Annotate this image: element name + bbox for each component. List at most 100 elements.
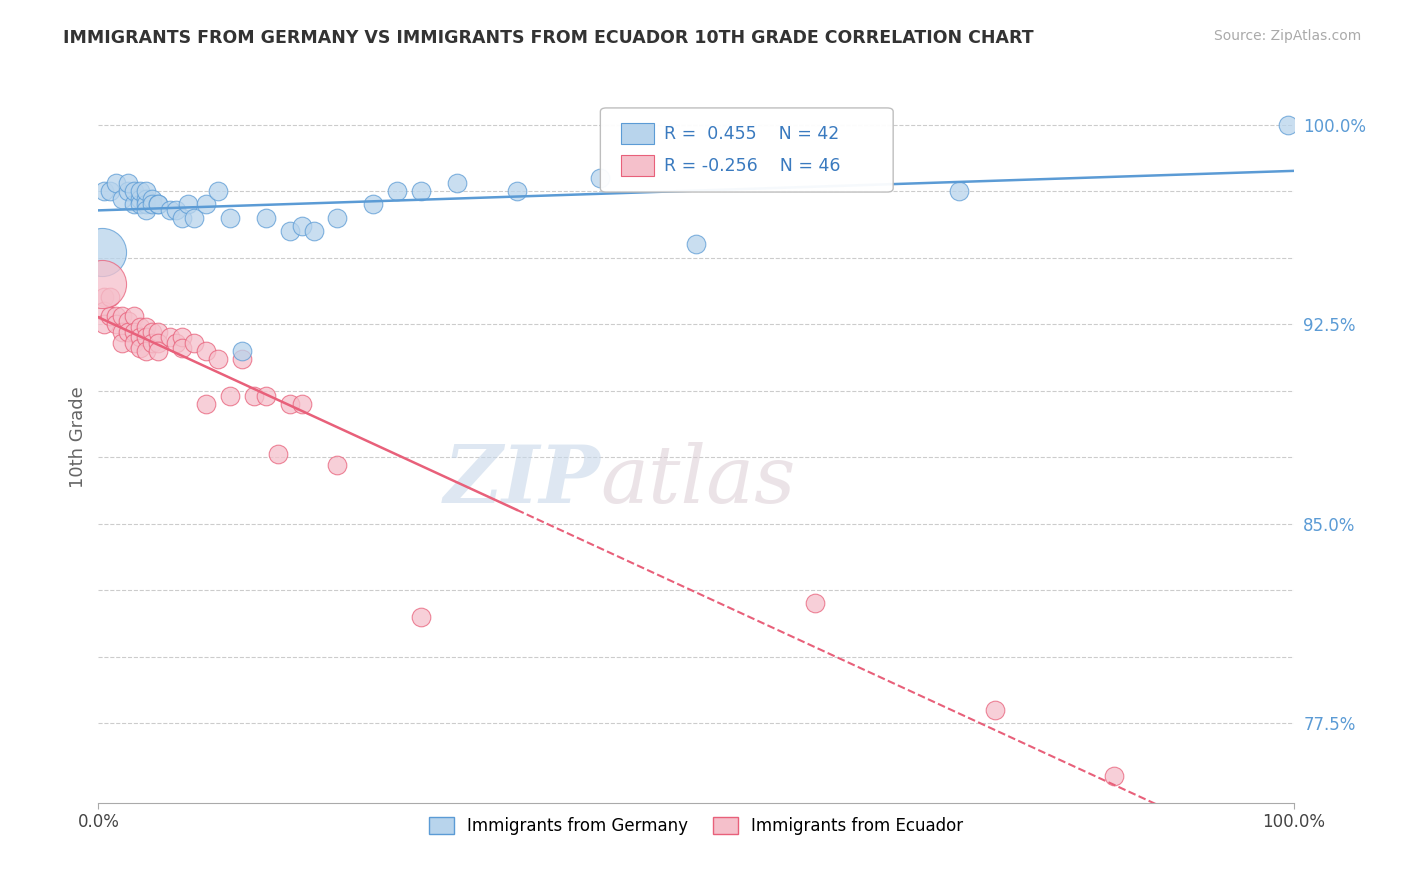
Point: [141, 335, 163, 350]
Point: [278, 224, 301, 238]
Point: [302, 224, 325, 238]
Point: [117, 176, 139, 190]
Point: [148, 197, 170, 211]
Point: [231, 351, 253, 366]
Point: [195, 397, 218, 411]
Text: IMMIGRANTS FROM GERMANY VS IMMIGRANTS FROM ECUADOR 10TH GRADE CORRELATION CHART: IMMIGRANTS FROM GERMANY VS IMMIGRANTS FR…: [63, 29, 1033, 46]
Point: [165, 335, 187, 350]
FancyBboxPatch shape: [600, 108, 893, 192]
Point: [195, 197, 218, 211]
Point: [363, 197, 385, 211]
Point: [124, 184, 146, 198]
Text: atlas: atlas: [600, 442, 796, 520]
Point: [326, 211, 349, 225]
Point: [129, 184, 152, 198]
Point: [135, 202, 157, 217]
Point: [135, 343, 157, 358]
Point: [91, 277, 114, 292]
Y-axis label: 10th Grade: 10th Grade: [69, 386, 87, 488]
Point: [243, 389, 266, 403]
Point: [124, 335, 146, 350]
Point: [172, 330, 194, 344]
Point: [117, 314, 139, 328]
Point: [141, 325, 163, 339]
Point: [148, 325, 170, 339]
Point: [326, 458, 349, 472]
Point: [446, 176, 468, 190]
Point: [117, 184, 139, 198]
Point: [506, 184, 529, 198]
Point: [129, 319, 152, 334]
Point: [141, 197, 163, 211]
Point: [589, 170, 612, 185]
Point: [93, 184, 115, 198]
Point: [948, 184, 970, 198]
Point: [207, 184, 229, 198]
Point: [159, 330, 181, 344]
Point: [93, 303, 115, 318]
Point: [207, 351, 229, 366]
Point: [254, 211, 277, 225]
Point: [129, 330, 152, 344]
Bar: [620, 155, 654, 176]
Point: [111, 309, 134, 323]
Point: [183, 335, 205, 350]
Point: [135, 197, 157, 211]
Point: [219, 389, 242, 403]
Point: [111, 325, 134, 339]
Point: [1104, 769, 1126, 783]
Point: [129, 192, 152, 206]
Point: [105, 317, 128, 331]
Point: [411, 609, 433, 624]
Point: [105, 176, 128, 190]
Point: [804, 596, 827, 610]
Point: [291, 397, 314, 411]
Point: [129, 341, 152, 355]
Point: [183, 211, 205, 225]
Point: [148, 335, 170, 350]
Point: [124, 197, 146, 211]
Point: [148, 197, 170, 211]
Text: R = -0.256    N = 46: R = -0.256 N = 46: [664, 157, 841, 175]
Point: [177, 197, 200, 211]
Point: [172, 211, 194, 225]
Point: [93, 317, 115, 331]
Text: R =  0.455    N = 42: R = 0.455 N = 42: [664, 125, 839, 143]
Point: [124, 309, 146, 323]
Bar: [620, 123, 654, 144]
Point: [172, 341, 194, 355]
Point: [254, 389, 277, 403]
Point: [141, 192, 163, 206]
Text: Source: ZipAtlas.com: Source: ZipAtlas.com: [1213, 29, 1361, 43]
Point: [117, 325, 139, 339]
Point: [135, 192, 157, 206]
Point: [159, 202, 181, 217]
Point: [98, 290, 122, 304]
Point: [105, 309, 128, 323]
Point: [129, 197, 152, 211]
Point: [195, 343, 218, 358]
Point: [267, 447, 290, 461]
Point: [165, 202, 187, 217]
Point: [291, 219, 314, 233]
Point: [231, 343, 253, 358]
Point: [111, 335, 134, 350]
Point: [111, 192, 134, 206]
Point: [278, 397, 301, 411]
Point: [135, 184, 157, 198]
Point: [135, 330, 157, 344]
Point: [98, 184, 122, 198]
Point: [685, 237, 707, 252]
Point: [124, 325, 146, 339]
Legend: Immigrants from Germany, Immigrants from Ecuador: Immigrants from Germany, Immigrants from…: [422, 811, 970, 842]
Point: [219, 211, 242, 225]
Point: [148, 343, 170, 358]
Point: [1277, 118, 1299, 132]
Point: [984, 703, 1007, 717]
Point: [135, 319, 157, 334]
Point: [411, 184, 433, 198]
Point: [93, 290, 115, 304]
Text: ZIP: ZIP: [443, 442, 600, 520]
Point: [98, 309, 122, 323]
Point: [385, 184, 409, 198]
